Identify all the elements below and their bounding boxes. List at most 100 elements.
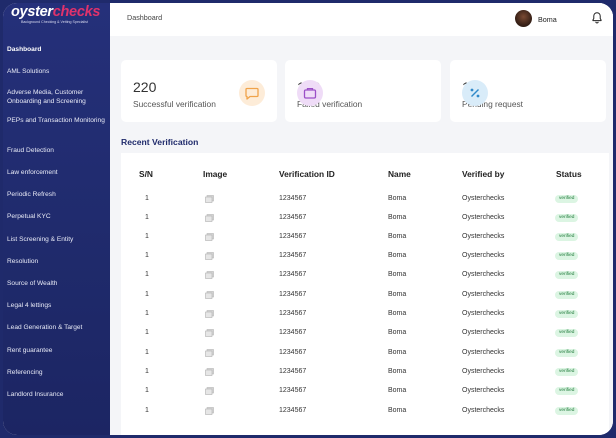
column-header[interactable]: Verified by — [462, 169, 505, 179]
image-icon[interactable] — [205, 214, 214, 222]
user-name[interactable]: Boma — [538, 15, 557, 24]
stat-card-failed: 160 Failed verification — [285, 60, 441, 122]
sidebar-item[interactable]: Periodic Refresh — [7, 191, 56, 198]
sidebar-item[interactable]: Dashboard — [7, 46, 42, 53]
sidebar-item[interactable]: Resolution — [7, 258, 39, 265]
cell-sn: 1 — [145, 349, 149, 356]
image-icon[interactable] — [205, 233, 214, 241]
sidebar-item[interactable]: List Screening & Entity — [7, 236, 74, 243]
column-header[interactable]: Status — [556, 169, 582, 179]
image-icon[interactable] — [205, 195, 214, 203]
sidebar-item[interactable]: Legal 4 lettings — [7, 302, 52, 309]
cell-verified-by: Oysterchecks — [462, 214, 505, 221]
main-content: Dashboard Boma 220 Successful verificati… — [110, 3, 613, 435]
sidebar-item[interactable]: Adverse Media, Customer Onboarding and S… — [7, 89, 86, 106]
image-icon[interactable] — [205, 271, 214, 279]
stat-label: Failed verification — [297, 99, 363, 109]
image-icon[interactable] — [205, 291, 214, 299]
cell-sn: 1 — [145, 252, 149, 259]
sidebar-item[interactable]: PEPs and Transaction Monitoring — [7, 117, 105, 124]
sidebar-item[interactable]: Rent guarantee — [7, 347, 53, 354]
cell-name: Boma — [388, 252, 407, 259]
cell-verified-by: Oysterchecks — [462, 291, 505, 298]
cell-verification-id: 1234567 — [279, 329, 307, 336]
cell-name: Boma — [388, 387, 407, 394]
cell-verification-id: 1234567 — [279, 407, 307, 414]
status-badge: verified — [555, 309, 579, 318]
status-badge: verified — [555, 386, 579, 395]
sidebar-item[interactable]: Referencing — [7, 369, 43, 376]
briefcase-icon — [297, 80, 323, 106]
cell-name: Boma — [388, 329, 407, 336]
image-icon[interactable] — [205, 387, 214, 395]
cell-sn: 1 — [145, 407, 149, 414]
column-header[interactable]: Verification ID — [279, 169, 335, 179]
logo-red-part: checks — [52, 4, 101, 20]
cell-name: Boma — [388, 407, 407, 414]
column-header[interactable]: Name — [388, 169, 411, 179]
sidebar-item[interactable]: Lead Generation & Target — [7, 324, 83, 331]
cell-verification-id: 1234567 — [279, 291, 307, 298]
cell-verified-by: Oysterchecks — [462, 387, 505, 394]
image-icon[interactable] — [205, 310, 214, 318]
column-header[interactable]: S/N — [139, 169, 153, 179]
cell-sn: 1 — [145, 195, 149, 202]
image-icon[interactable] — [205, 349, 214, 357]
stat-label: Pending request — [462, 99, 523, 109]
status-badge: verified — [555, 367, 579, 376]
stat-value: 220 — [133, 79, 157, 95]
stat-card-successful: 220 Successful verification — [121, 60, 277, 122]
cell-name: Boma — [388, 271, 407, 278]
status-badge: verified — [555, 406, 579, 415]
image-icon[interactable] — [205, 368, 214, 376]
image-icon[interactable] — [205, 329, 214, 337]
avatar[interactable] — [515, 10, 532, 27]
cell-verified-by: Oysterchecks — [462, 252, 505, 259]
cell-verification-id: 1234567 — [279, 368, 307, 375]
status-badge: verified — [555, 251, 579, 260]
cell-name: Boma — [388, 349, 407, 356]
image-icon[interactable] — [205, 407, 214, 415]
sidebar-item[interactable]: Fraud Detection — [7, 147, 54, 154]
cell-verified-by: Oysterchecks — [462, 349, 505, 356]
column-header[interactable]: Image — [203, 169, 228, 179]
cell-verified-by: Oysterchecks — [462, 233, 505, 240]
sidebar-item[interactable]: Source of Wealth — [7, 280, 58, 287]
brand-logo[interactable]: oysterchecks Background Checking & Vetti… — [11, 5, 106, 27]
cell-verification-id: 1234567 — [279, 233, 307, 240]
app-window: oysterchecks Background Checking & Vetti… — [3, 3, 613, 435]
sidebar-item[interactable]: Landlord Insurance — [7, 391, 64, 398]
cell-verification-id: 1234567 — [279, 195, 307, 202]
bell-icon[interactable] — [590, 11, 604, 25]
logo-wordmark: oysterchecks — [11, 5, 106, 20]
status-badge: verified — [555, 328, 579, 337]
cell-sn: 1 — [145, 368, 149, 375]
cell-sn: 1 — [145, 387, 149, 394]
cell-verified-by: Oysterchecks — [462, 329, 505, 336]
cell-verification-id: 1234567 — [279, 310, 307, 317]
verification-table: S/N Image Verification ID Name Verified by St… — [121, 153, 609, 435]
cell-name: Boma — [388, 291, 407, 298]
cell-name: Boma — [388, 195, 407, 202]
breadcrumb[interactable]: Dashboard — [127, 13, 163, 22]
cell-sn: 1 — [145, 271, 149, 278]
cell-verified-by: Oysterchecks — [462, 407, 505, 414]
sidebar: oysterchecks Background Checking & Vetti… — [3, 3, 110, 435]
image-icon[interactable] — [205, 252, 214, 260]
sidebar-item[interactable]: Law enforcement — [7, 169, 58, 176]
cell-name: Boma — [388, 310, 407, 317]
status-badge: verified — [555, 270, 579, 279]
cell-sn: 1 — [145, 310, 149, 317]
cell-sn: 1 — [145, 329, 149, 336]
sidebar-item[interactable]: Perpetual KYC — [7, 213, 51, 220]
sidebar-item[interactable]: AML Solutions — [7, 68, 50, 75]
cell-verified-by: Oysterchecks — [462, 368, 505, 375]
stat-card-pending: 10 Pending request — [450, 60, 606, 122]
cell-verification-id: 1234567 — [279, 271, 307, 278]
cell-sn: 1 — [145, 214, 149, 221]
cell-verified-by: Oysterchecks — [462, 271, 505, 278]
cell-name: Boma — [388, 368, 407, 375]
cell-name: Boma — [388, 214, 407, 221]
cell-verified-by: Oysterchecks — [462, 310, 505, 317]
cell-name: Boma — [388, 233, 407, 240]
